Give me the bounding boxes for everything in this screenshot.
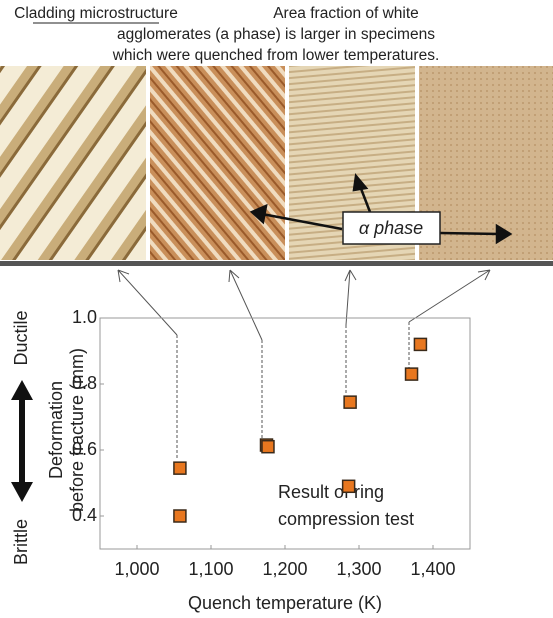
ductile-label: Ductile [11, 310, 31, 365]
annotation: Result of ring [278, 482, 384, 502]
annotation: compression test [278, 509, 414, 529]
y-tick-label: 0.4 [72, 505, 97, 525]
x-tick-label: 1,200 [262, 559, 307, 579]
x-tick-label: 1,400 [410, 559, 455, 579]
caption-line: agglomerates (a phase) is larger in spec… [117, 26, 435, 43]
point [343, 395, 357, 409]
y-tick-label: 1.0 [72, 307, 97, 327]
y-axis-label: before fracture (mm) [67, 348, 87, 512]
x-axis-label: Quench temperature (K) [188, 593, 382, 613]
x-tick-label: 1,000 [114, 559, 159, 579]
point [413, 337, 428, 352]
micrograph [419, 66, 553, 260]
point [173, 509, 187, 523]
point [261, 439, 275, 454]
phase-arrows [249, 173, 513, 245]
divider [0, 261, 553, 266]
y-tick-label: 0.8 [72, 373, 97, 393]
point [341, 479, 356, 494]
x-tick-label: 1,300 [336, 559, 381, 579]
x-tick-label: 1,100 [188, 559, 233, 579]
caption-heading: Cladding microstructure [14, 5, 178, 22]
point [404, 367, 419, 381]
double-arrow [11, 380, 33, 502]
micrograph [150, 66, 285, 260]
connectors [117, 269, 491, 460]
y-tick-label: 0.6 [72, 439, 97, 459]
point [173, 461, 187, 475]
y-axis-label: Deformation [46, 381, 66, 479]
caption-line: which were quenched from lower temperatu… [112, 47, 440, 64]
phase-label: α phase [359, 218, 423, 238]
label-box [342, 211, 441, 245]
micrograph [0, 66, 146, 260]
caption-line: Area fraction of white [273, 5, 419, 22]
brittle-label: Brittle [11, 519, 31, 565]
